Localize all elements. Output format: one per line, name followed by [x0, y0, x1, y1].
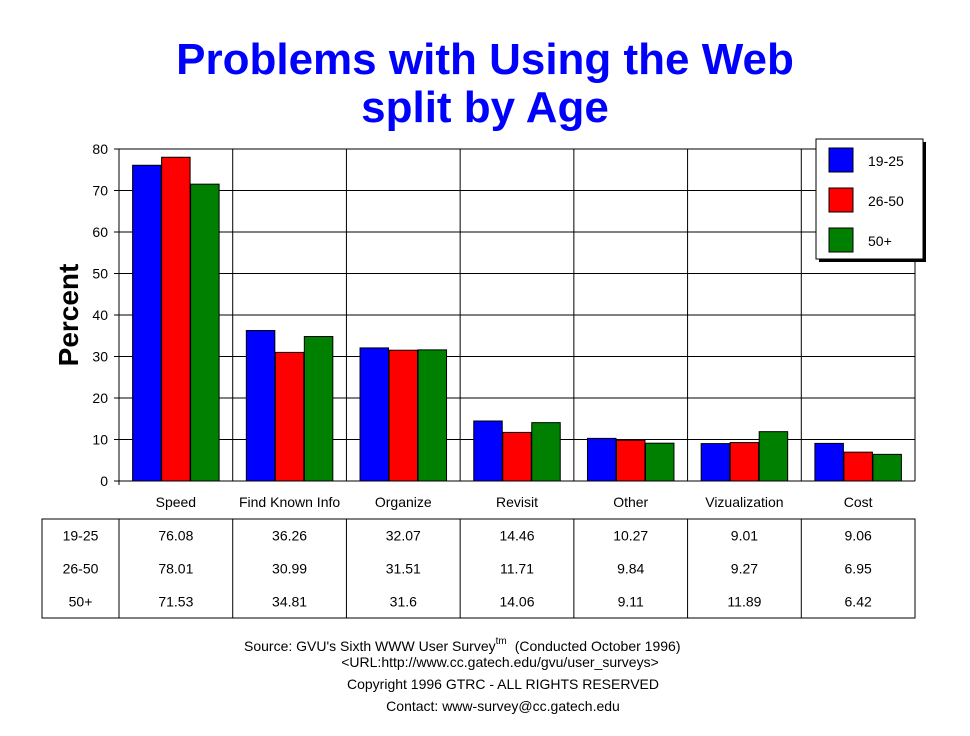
- bar: [814, 442, 844, 482]
- x-tick-label: Find Known Info: [239, 494, 340, 510]
- bar: [274, 351, 305, 482]
- table-cell: 10.27: [613, 528, 648, 544]
- bar: [245, 330, 276, 482]
- bar: [417, 349, 448, 482]
- table-border: [41, 518, 916, 619]
- legend-swatch: [828, 187, 854, 213]
- table-cell: 31.51: [386, 561, 421, 577]
- grid: [119, 148, 916, 482]
- source-credits: Source: GVU's Sixth WWW User Surveytm (Co…: [244, 636, 680, 714]
- x-tick-label: Cost: [844, 494, 873, 510]
- y-tick-label: 80: [92, 141, 108, 157]
- table-cell: 32.07: [386, 528, 421, 544]
- table-cell: 9.11: [618, 594, 644, 610]
- legend-label: 19-25: [868, 153, 904, 169]
- axes: 0 10 20 30 40 50 60 70 80 Speed Find Known Info Org…: [92, 141, 915, 510]
- bar: [190, 183, 220, 482]
- bar: [586, 437, 617, 482]
- table-cell: 78.01: [158, 561, 193, 577]
- x-tick-label: Organize: [375, 494, 432, 510]
- table-cell: 14.06: [499, 594, 534, 610]
- legend-label: 50+: [868, 233, 892, 249]
- x-tick-label: Revisit: [496, 494, 538, 510]
- table-cell: 71.53: [158, 594, 193, 610]
- source-url: <URL:http://www.cc.gatech.edu/gvu/user_s…: [341, 654, 659, 670]
- table-cell: 76.08: [158, 528, 193, 544]
- legend-label: 26-50: [868, 193, 904, 209]
- source-line-1: Source: GVU's Sixth WWW User Surveytm (Co…: [244, 636, 680, 654]
- table-cell: 30.99: [272, 561, 307, 577]
- x-tick-label: Other: [613, 494, 648, 510]
- table-row-header: 50+: [69, 594, 93, 610]
- legend: 19-25 26-50 50+: [815, 138, 926, 262]
- source-suffix: (Conducted October 1996): [515, 638, 681, 654]
- x-tick-label: Speed: [156, 494, 196, 510]
- bar: [644, 442, 675, 482]
- y-tick-label: 70: [92, 183, 108, 199]
- bar: [161, 156, 191, 482]
- table-cell: 34.81: [272, 594, 307, 610]
- legend-swatch: [828, 147, 854, 173]
- table-cell: 11.71: [500, 561, 534, 577]
- bar: [388, 349, 419, 482]
- y-tick-label: 50: [92, 266, 108, 282]
- bar: [615, 439, 646, 482]
- table-row-header: 19-25: [63, 528, 99, 544]
- bar: [502, 431, 532, 482]
- y-tick-label: 10: [92, 432, 108, 448]
- chart-title: Problems with Using the Web: [176, 35, 794, 84]
- table-cell: 9.01: [731, 528, 758, 544]
- table-cell: 36.26: [272, 528, 307, 544]
- table-cell: 31.6: [390, 594, 417, 610]
- bar: [843, 451, 873, 482]
- source-contact: Contact: www-survey@cc.gatech.edu: [386, 698, 620, 714]
- table-cell: 9.84: [617, 561, 644, 577]
- bar: [132, 164, 162, 482]
- y-tick-label: 40: [92, 307, 108, 323]
- bar: [359, 347, 390, 482]
- y-tick-label: 30: [92, 349, 108, 365]
- table-row-header: 26-50: [63, 561, 99, 577]
- y-tick-label: 0: [100, 473, 108, 489]
- bar: [872, 453, 902, 482]
- table-cell: 6.42: [845, 594, 872, 610]
- bars: [132, 156, 902, 482]
- source-prefix: Source: GVU's Sixth WWW User Survey: [244, 638, 496, 654]
- table-cell: 6.95: [845, 561, 872, 577]
- y-tick-label: 20: [92, 390, 108, 406]
- x-tick-label: Vizualization: [705, 494, 783, 510]
- table-cell: 11.89: [727, 594, 761, 610]
- source-trademark: tm: [496, 636, 507, 647]
- bar: [473, 420, 503, 482]
- bar: [729, 442, 760, 482]
- bar: [531, 422, 561, 482]
- data-table: 19-25 76.08 36.26 32.07 14.46 10.27 9.01 9.06 26…: [41, 518, 916, 619]
- bar: [700, 443, 731, 482]
- y-tick-label: 60: [92, 224, 108, 240]
- chart-subtitle: split by Age: [361, 83, 609, 132]
- table-cell: 9.27: [731, 561, 758, 577]
- bar: [303, 336, 334, 482]
- source-copyright: Copyright 1996 GTRC - ALL RIGHTS RESERVE…: [347, 676, 659, 692]
- legend-swatch: [828, 227, 854, 253]
- table-cell: 9.06: [845, 528, 872, 544]
- bar: [758, 431, 789, 482]
- y-axis-label: Percent: [53, 264, 84, 367]
- table-cell: 14.46: [499, 528, 534, 544]
